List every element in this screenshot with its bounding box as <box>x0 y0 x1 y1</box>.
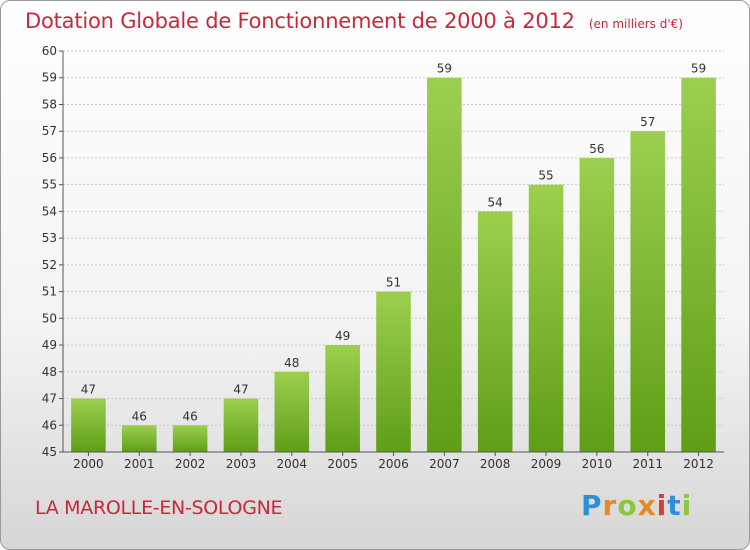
chart-title: Dotation Globale de Fonctionnement de 20… <box>25 9 683 33</box>
y-tick-label: 46 <box>42 418 57 432</box>
y-tick-label: 56 <box>42 151 57 165</box>
y-tick-label: 58 <box>42 97 57 111</box>
bar <box>477 211 513 452</box>
y-tick-label: 50 <box>42 311 57 325</box>
data-label: 46 <box>132 409 147 423</box>
logo-letter: t <box>667 489 682 522</box>
x-tick-label: 2008 <box>480 457 511 471</box>
x-tick-label: 2001 <box>124 457 155 471</box>
logo-letter: P <box>581 489 603 522</box>
bar <box>223 398 259 452</box>
y-tick-label: 48 <box>42 365 57 379</box>
proxiti-logo: Proxiti <box>581 489 692 522</box>
bars <box>71 77 716 452</box>
y-tick-label: 49 <box>42 338 57 352</box>
data-label: 51 <box>386 276 401 290</box>
y-tick-label: 55 <box>42 178 57 192</box>
grid-lines <box>59 50 724 453</box>
logo-letter: x <box>637 489 657 522</box>
x-tick-label: 2009 <box>531 457 562 471</box>
logo-letter: i <box>681 489 693 522</box>
bar <box>528 184 564 452</box>
bar <box>121 425 157 452</box>
logo-letter: i <box>656 489 668 522</box>
bar <box>630 131 666 452</box>
bar <box>376 291 411 452</box>
data-label: 59 <box>691 62 706 76</box>
x-tick-label: 2005 <box>327 457 358 471</box>
x-tick-label: 2011 <box>632 457 663 471</box>
commune-name: LA MAROLLE-EN-SOLOGNE <box>35 497 283 519</box>
logo-letter: r <box>602 489 618 522</box>
y-tick-label: 60 <box>42 44 57 58</box>
bar <box>274 371 310 452</box>
y-tick-label: 52 <box>42 258 57 272</box>
bar <box>172 425 208 452</box>
data-label: 55 <box>538 169 553 183</box>
x-tick-label: 2000 <box>73 457 104 471</box>
x-tick-label: 2002 <box>175 457 206 471</box>
bar <box>681 77 716 452</box>
bar <box>427 77 462 452</box>
y-tick-labels: 45 46 47 48 49 50 51 52 53 54 55 56 57 58 59 60 <box>42 44 57 459</box>
y-tick-label: 53 <box>42 231 57 245</box>
data-label: 57 <box>640 115 655 129</box>
data-label: 48 <box>284 356 299 370</box>
data-label: 59 <box>437 62 452 76</box>
y-tick-label: 51 <box>42 285 57 299</box>
x-tick-label: 2003 <box>226 457 257 471</box>
x-tick-label: 2012 <box>683 457 714 471</box>
logo-letter: o <box>617 489 638 522</box>
x-tick-label: 2004 <box>277 457 308 471</box>
y-tick-label: 54 <box>42 204 57 218</box>
y-tick-label: 57 <box>42 124 57 138</box>
data-labels: 47 46 46 47 48 49 51 59 54 55 56 57 59 <box>81 62 706 424</box>
data-label: 56 <box>589 142 604 156</box>
y-tick-label: 47 <box>42 392 57 406</box>
bar <box>71 398 106 452</box>
y-tick-label: 59 <box>42 71 57 85</box>
data-label: 47 <box>81 383 96 397</box>
data-label: 54 <box>488 195 503 209</box>
x-tick-labels: 2000 2001 2002 2003 2004 2005 2006 2007 2008 2009… <box>73 452 714 471</box>
unit-note: (en milliers d'€) <box>588 17 683 31</box>
data-label: 49 <box>335 329 350 343</box>
x-tick-label: 2007 <box>429 457 460 471</box>
bar <box>325 345 360 452</box>
x-tick-label: 2010 <box>582 457 613 471</box>
bar <box>579 157 615 452</box>
y-tick-label: 45 <box>42 445 57 459</box>
x-tick-label: 2006 <box>378 457 409 471</box>
data-label: 46 <box>182 409 197 423</box>
chart-title-text: Dotation Globale de Fonctionnement de 20… <box>25 9 575 33</box>
data-label: 47 <box>233 383 248 397</box>
